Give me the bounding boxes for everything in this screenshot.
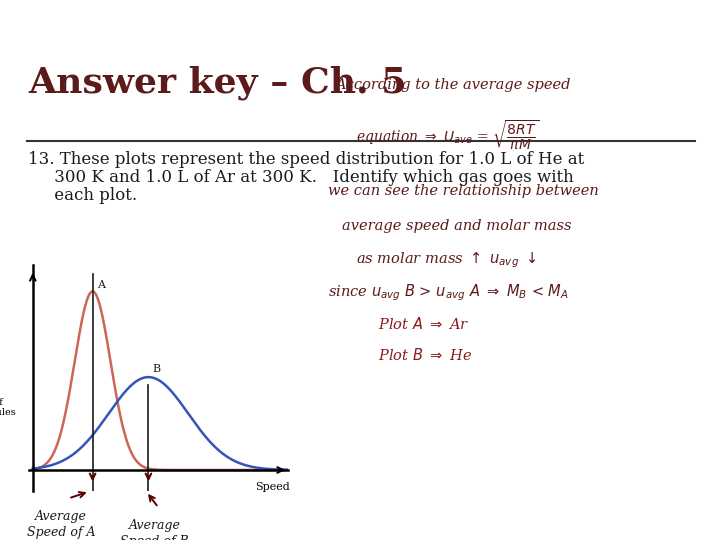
Text: Plot $B$ $\Rightarrow$ He: Plot $B$ $\Rightarrow$ He [378, 347, 472, 363]
Text: B: B [153, 364, 161, 374]
Text: we can see the relationship between: we can see the relationship between [328, 184, 598, 198]
Text: 13. These plots represent the speed distribution for 1.0 L of He at: 13. These plots represent the speed dist… [28, 151, 584, 168]
Text: Average
Speed of A: Average Speed of A [27, 510, 96, 539]
Text: Speed: Speed [255, 482, 289, 492]
Text: as molar mass $\uparrow$ $u_{avg}$ $\downarrow$: as molar mass $\uparrow$ $u_{avg}$ $\dow… [356, 250, 537, 269]
Text: equation $\Rightarrow$ $U_{ave}$ = $\sqrt{\dfrac{8RT}{\pi M}}$: equation $\Rightarrow$ $U_{ave}$ = $\sqr… [356, 119, 539, 152]
Text: average speed and molar mass: average speed and molar mass [342, 219, 572, 233]
Text: Average
Speed of B: Average Speed of B [120, 519, 189, 540]
Text: According to the average speed: According to the average speed [335, 78, 570, 92]
Text: Answer key – Ch. 5: Answer key – Ch. 5 [28, 66, 407, 100]
Text: # of
molecules: # of molecules [0, 398, 17, 417]
Text: since $u_{avg}$ $B$ > $u_{avg}$ $A$ $\Rightarrow$ $M_B$ < $M_A$: since $u_{avg}$ $B$ > $u_{avg}$ $A$ $\Ri… [328, 282, 569, 303]
Text: each plot.: each plot. [28, 187, 137, 204]
Text: Plot $A$ $\Rightarrow$ Ar: Plot $A$ $\Rightarrow$ Ar [378, 316, 469, 332]
Text: 300 K and 1.0 L of Ar at 300 K.   Identify which gas goes with: 300 K and 1.0 L of Ar at 300 K. Identify… [28, 169, 574, 186]
Text: A: A [96, 280, 104, 290]
